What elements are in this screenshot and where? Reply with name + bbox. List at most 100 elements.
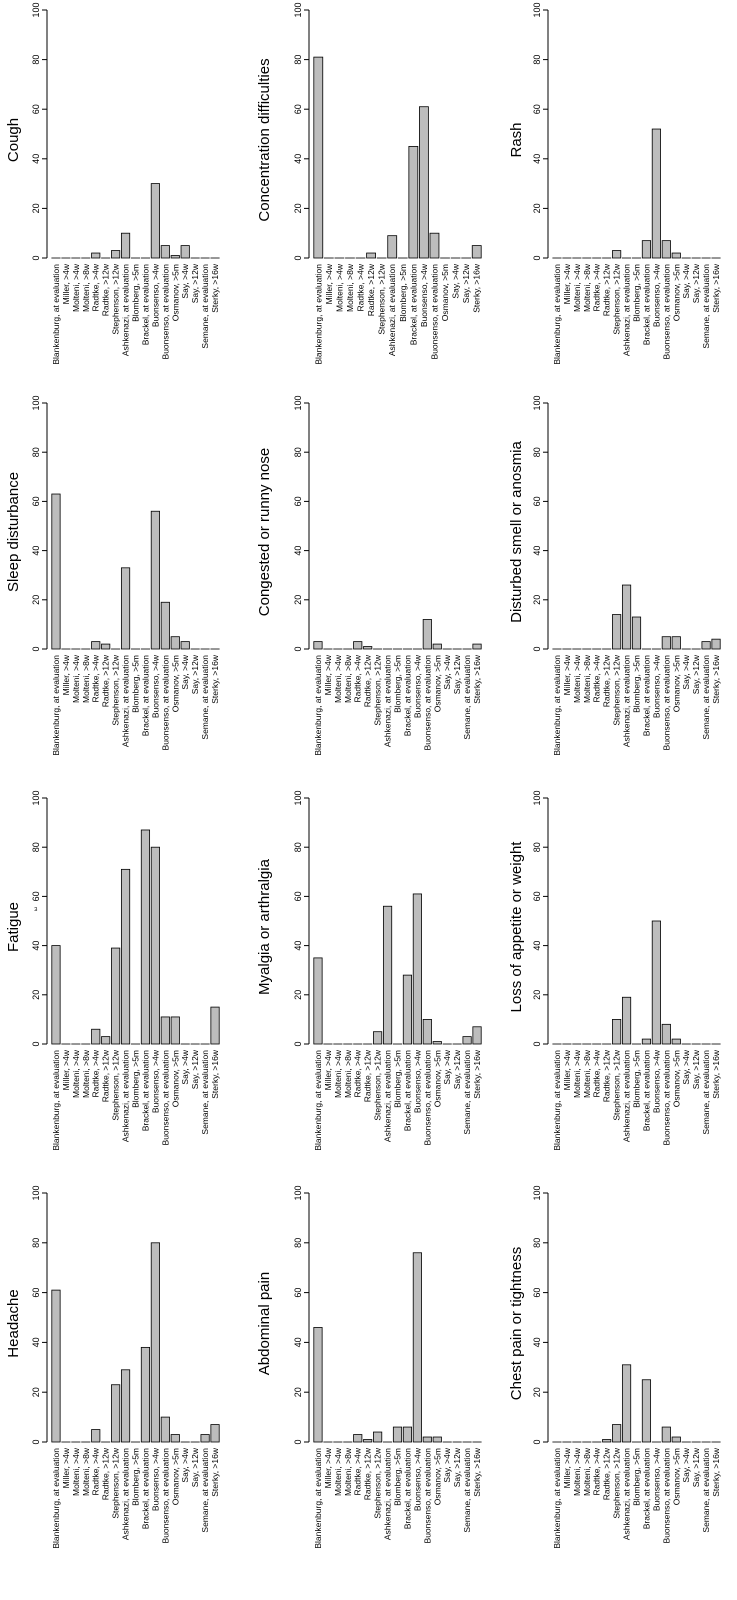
y-tick-label: 40 xyxy=(293,546,303,556)
y-tick-label: 40 xyxy=(31,941,41,951)
category-label: Molteni, >4w xyxy=(333,1049,343,1098)
bar-buonsenso-4w xyxy=(419,106,429,259)
bar-radtke-12w xyxy=(101,643,111,650)
category-label: Semane, at evaluation xyxy=(200,1050,210,1135)
bar-brackel-at-evaluation xyxy=(641,240,652,259)
chart-headache: 0 20 40 60 80 100 Headache Blankenburg, at eval… xyxy=(5,1185,220,1548)
category-label: Semane, at evaluation xyxy=(200,1448,210,1533)
bar-sterky-16w xyxy=(210,1424,220,1443)
category-label: Blomberg, >5m xyxy=(632,1050,642,1108)
category-label: Molteni, >8w xyxy=(582,1049,592,1098)
category-label: Stephenson, >12w xyxy=(612,1447,622,1519)
y-tick-label: 80 xyxy=(293,55,303,65)
category-label: Molteni, >4w xyxy=(572,1447,582,1496)
category-label: Radtke, >4w xyxy=(91,263,101,311)
bar-ashkenazi-at-evaluation xyxy=(387,235,398,259)
category-label: Molteni, >8w xyxy=(343,1447,353,1496)
bar-buonsenso-at-evaluation xyxy=(160,245,170,259)
y-tick-label: 0 xyxy=(31,255,41,260)
y-tick-label: 0 xyxy=(293,255,303,260)
y-tick-label: 100 xyxy=(31,1185,41,1200)
y-tick-label: 100 xyxy=(31,2,41,17)
category-label: Say, >12w xyxy=(691,1049,701,1089)
category-label: Osmanov, >5m xyxy=(671,1448,681,1505)
category-label: Blankenburg, at evaluation xyxy=(51,655,61,756)
category-label: Brackel, at evaluation xyxy=(140,264,150,346)
category-label: Semane, at evaluation xyxy=(701,1448,711,1533)
category-label: Buonsenso, >4w xyxy=(412,1049,422,1113)
category-label: Radtke, >4w xyxy=(91,654,101,702)
bar-buonsenso-at-evaluation xyxy=(422,1436,432,1443)
category-label: Blomberg, >5m xyxy=(131,655,141,713)
y-axis-title: Cough xyxy=(5,118,22,162)
category-label: Molteni, >4w xyxy=(333,654,343,703)
category-label: Miller, >4w xyxy=(562,1049,572,1090)
category-label: Blankenburg, at evaluation xyxy=(552,1448,562,1549)
category-label: Brackel, at evaluation xyxy=(140,1050,150,1132)
category-label: Osmanov, >5m xyxy=(671,655,681,712)
y-tick-label: 0 xyxy=(532,255,542,260)
category-label: Radtke, >4w xyxy=(91,1447,101,1495)
y-tick-label: 40 xyxy=(293,154,303,164)
category-label: Say, >12w xyxy=(461,263,471,303)
chart-cough: 0 20 40 60 80 100 Cough Blankenburg, at evaluat… xyxy=(5,2,220,364)
y-tick-label: 100 xyxy=(532,2,542,17)
chart-myalgia-or-arthralgia: 0 20 40 60 80 100 Myalgia or arthralgia Blanken… xyxy=(256,790,482,1150)
category-label: Osmanov, >5m xyxy=(170,655,180,712)
y-tick-label: 80 xyxy=(31,447,41,457)
category-label: Molteni, >8w xyxy=(343,1049,353,1098)
bar-ashkenazi-at-evaluation xyxy=(621,1364,632,1443)
bar-sterky-16w xyxy=(472,1026,482,1045)
category-label: Miller, >4w xyxy=(562,654,572,695)
category-label: Ashkenazi, at evaluation xyxy=(383,1448,393,1540)
category-label: Radtke, >12w xyxy=(602,263,612,316)
category-label: Brackel, at evaluation xyxy=(641,1050,651,1132)
bar-blankenburg-at-evaluation xyxy=(313,957,323,1045)
category-label: Radtke, >4w xyxy=(91,1049,101,1097)
y-tick-label: 60 xyxy=(31,496,41,506)
bar-sterky-16w xyxy=(472,643,482,650)
category-label: Molteni, >8w xyxy=(343,654,353,703)
category-label: Osmanov, >5m xyxy=(432,1050,442,1107)
category-label: Say, >4w xyxy=(681,654,691,689)
category-label: Ashkenazi, at evaluation xyxy=(121,655,131,747)
category-label: Brackel, at evaluation xyxy=(140,655,150,737)
category-label: Say, >4w xyxy=(681,1049,691,1084)
bar-ashkenazi-at-evaluation xyxy=(382,905,393,1045)
y-tick-label: 100 xyxy=(293,1185,303,1200)
category-label: Semane, at evaluation xyxy=(462,1448,472,1533)
y-tick-label: 40 xyxy=(532,154,542,164)
bar-brackel-at-evaluation xyxy=(402,1426,413,1443)
category-label: Molteni, >4w xyxy=(572,1049,582,1098)
bar-brackel-at-evaluation xyxy=(140,1346,151,1443)
category-label: Osmanov, >5m xyxy=(671,264,681,321)
category-label: Blomberg, >5m xyxy=(393,655,403,713)
y-tick-label: 60 xyxy=(31,104,41,114)
category-label: Say, >12w xyxy=(190,1049,200,1089)
category-label: Radtke, >12w xyxy=(602,1049,612,1102)
category-label: Buonsenso, at evaluation xyxy=(422,655,432,751)
category-label: Blomberg, >5m xyxy=(131,1448,141,1506)
y-tick-label: 40 xyxy=(293,941,303,951)
category-label: Radtke, >4w xyxy=(592,654,602,702)
bar-radtke-12w xyxy=(602,1439,612,1443)
y-tick-label: 20 xyxy=(293,203,303,213)
y-tick-label: 100 xyxy=(532,395,542,410)
category-label: Blomberg, >5m xyxy=(398,264,408,322)
category-label: Sterky, >16w xyxy=(210,263,220,313)
category-label: Say, >4w xyxy=(681,263,691,298)
y-tick-label: 20 xyxy=(293,595,303,605)
y-tick-label: 80 xyxy=(31,1238,41,1248)
bar-buonsenso-at-evaluation xyxy=(661,1426,671,1443)
bar-brackel-at-evaluation xyxy=(641,1379,652,1443)
category-label: Sterky, >16w xyxy=(472,1049,482,1099)
category-label: Semane, at evaluation xyxy=(462,655,472,740)
chart-loss-of-appetite-or-weight: 0 20 40 60 80 100 Loss of appetite or weight Bl… xyxy=(508,790,721,1150)
y-tick-label: 60 xyxy=(532,496,542,506)
bar-blankenburg-at-evaluation xyxy=(51,945,61,1045)
category-label: Molteni, >8w xyxy=(81,1049,91,1098)
y-tick-label: 80 xyxy=(293,842,303,852)
y-axis-title: Disturbed smell or anosmia xyxy=(508,440,525,622)
category-label: Stephenson, >12w xyxy=(377,263,387,335)
